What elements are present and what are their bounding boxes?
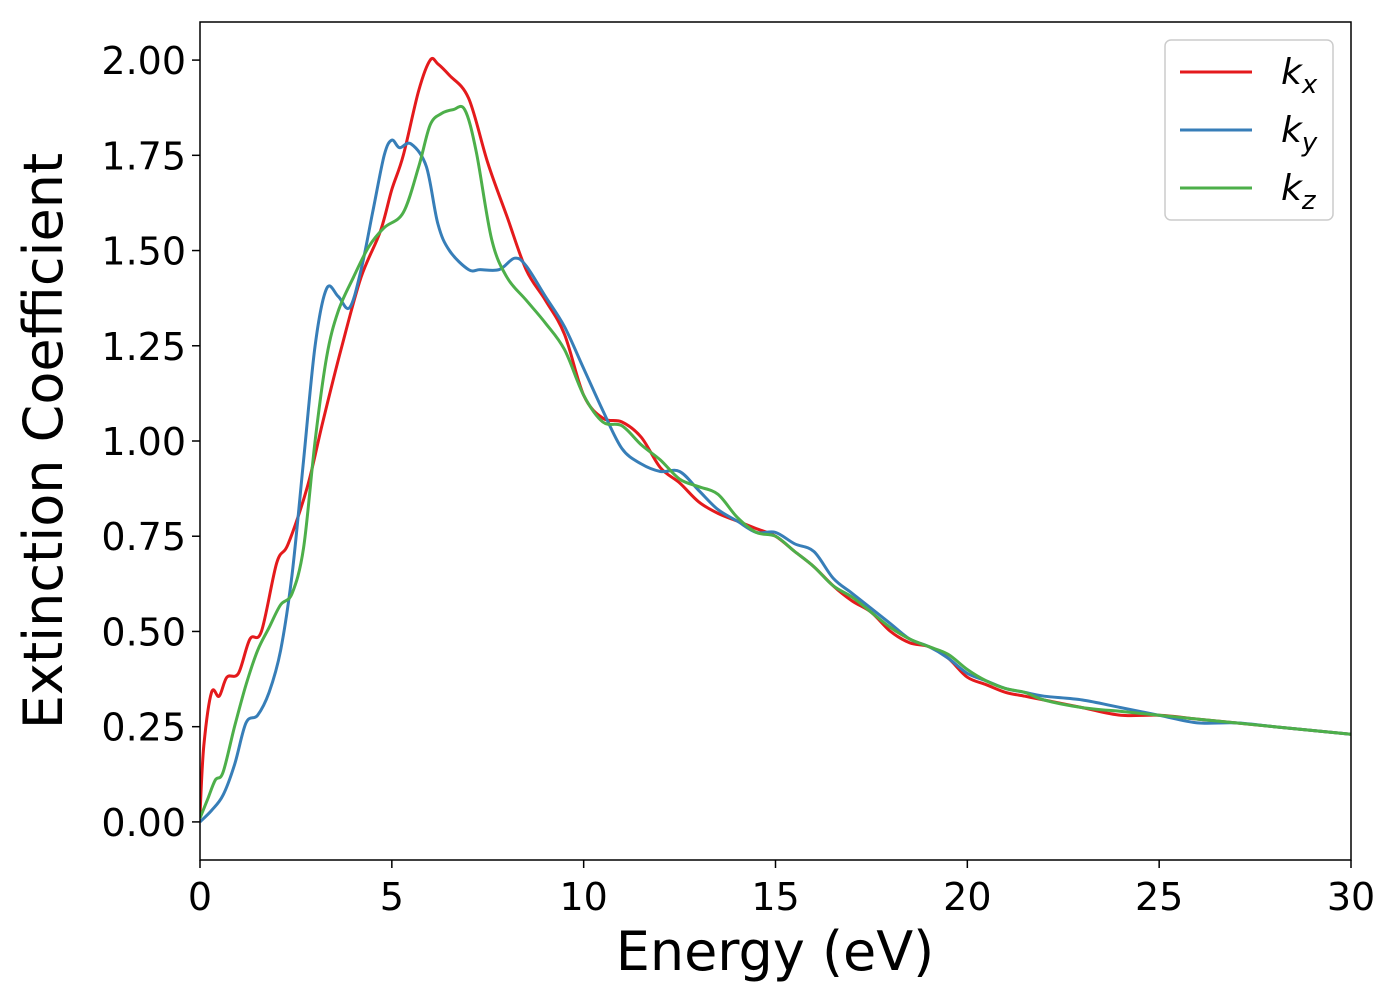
y-tick-label: 0.75 [101, 515, 186, 559]
y-tick-label: 1.25 [101, 325, 186, 369]
y-axis: 0.00 0.25 0.50 0.75 1.00 1.25 1.50 1.75 2.00 [101, 39, 200, 845]
y-axis-title: Extinction Coefficient [12, 153, 75, 729]
legend-label-k-z: kz [1281, 168, 1317, 216]
y-tick-label: 0.50 [101, 610, 186, 654]
x-tick-label: 30 [1327, 875, 1375, 919]
legend-label-k-y: ky [1281, 110, 1318, 158]
x-tick-label: 5 [380, 875, 404, 919]
y-tick-label: 1.50 [101, 230, 186, 274]
x-tick-label: 0 [188, 875, 212, 919]
x-axis: 0 5 10 15 20 25 30 [188, 860, 1375, 919]
y-tick-label: 2.00 [101, 39, 186, 83]
y-tick-label: 0.25 [101, 706, 186, 750]
series-line-k-x [200, 56, 1351, 815]
y-tick-label: 1.75 [101, 134, 186, 178]
x-tick-label: 10 [559, 875, 607, 919]
x-tick-label: 15 [751, 875, 799, 919]
x-tick-label: 25 [1135, 875, 1183, 919]
series-line-k-z [200, 104, 1351, 819]
y-tick-label: 1.00 [101, 420, 186, 464]
x-tick-label: 20 [943, 875, 991, 919]
series-layer [200, 56, 1351, 823]
legend: kx ky kz [1164, 39, 1334, 221]
legend-label-k-x: kx [1281, 52, 1318, 100]
y-tick-label: 0.00 [101, 801, 186, 845]
x-axis-title: Energy (eV) [616, 920, 935, 983]
